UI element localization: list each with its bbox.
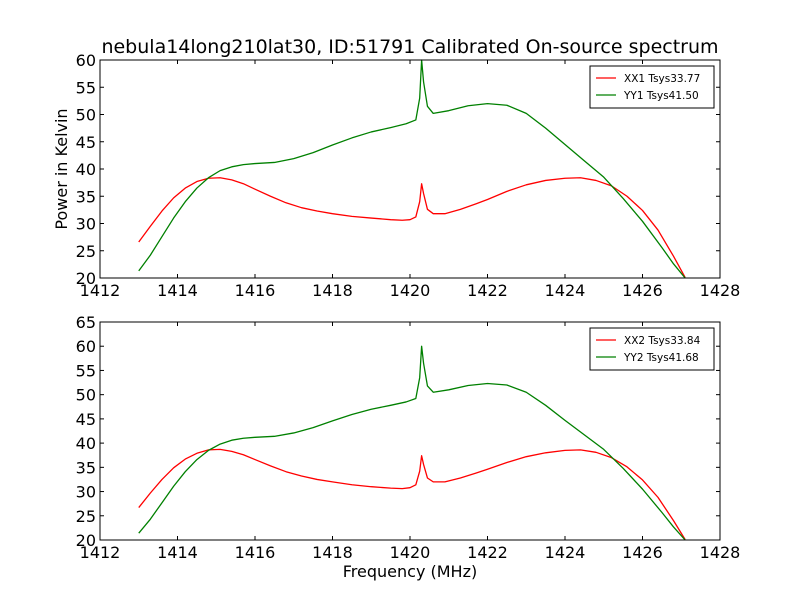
y-tick-label: 50: [76, 386, 96, 405]
y-tick-label: 30: [76, 483, 96, 502]
series-line-xx: [138, 448, 686, 540]
y-tick-label: 45: [76, 410, 96, 429]
y-tick-label: 45: [76, 133, 96, 152]
legend-entry: YY2 Tsys41.68: [623, 352, 699, 364]
x-tick-label: 1420: [390, 281, 431, 300]
x-tick-label: 1428: [700, 543, 741, 562]
y-tick-label: 40: [76, 434, 96, 453]
x-tick-label: 1414: [157, 281, 198, 300]
legend-entry: YY1 Tsys41.50: [623, 90, 699, 102]
x-tick-label: 1424: [545, 543, 586, 562]
legend-entry: XX2 Tsys33.84: [624, 335, 701, 347]
figure-title: nebula14long210lat30, ID:51791 Calibrate…: [101, 36, 718, 58]
x-tick-label: 1424: [545, 281, 586, 300]
y-tick-label: 60: [76, 337, 96, 356]
x-tick-label: 1422: [467, 281, 508, 300]
y-tick-label: 55: [76, 78, 96, 97]
x-tick-label: 1426: [622, 281, 663, 300]
y-tick-label: 30: [76, 215, 96, 234]
y-tick-label: 25: [76, 242, 96, 261]
x-tick-label: 1428: [700, 281, 741, 300]
y-tick-label: 60: [76, 51, 96, 70]
x-tick-label: 1422: [467, 543, 508, 562]
legend: XX2 Tsys33.84 YY2 Tsys41.68: [589, 327, 715, 371]
x-tick-label: 1418: [312, 281, 353, 300]
bottom-panel: 1412 1414 1416 1418 1420 1422 1424 1426 1428 20 25…: [76, 313, 741, 581]
y-tick-label: 20: [76, 531, 96, 550]
x-tick-label: 1418: [312, 543, 353, 562]
x-tick-label: 1420: [390, 543, 431, 562]
legend: XX1 Tsys33.77 YY1 Tsys41.50: [589, 65, 715, 109]
series-line-yy: [138, 345, 686, 541]
legend-entry: XX1 Tsys33.77: [624, 73, 700, 85]
x-tick-label: 1416: [235, 281, 276, 300]
x-tick-label: 1412: [80, 543, 121, 562]
y-tick-label: 20: [76, 269, 96, 288]
x-tick-label: 1414: [157, 543, 198, 562]
y-tick-label: 35: [76, 187, 96, 206]
x-axis-title: Frequency (MHz): [343, 562, 477, 581]
legend-box: [589, 65, 715, 109]
y-tick-label: 35: [76, 458, 96, 477]
x-tick-label: 1412: [80, 281, 121, 300]
x-tick-label: 1416: [235, 543, 276, 562]
y-tick-label: 40: [76, 160, 96, 179]
y-tick-label: 65: [76, 313, 96, 332]
top-panel: 1412 1414 1416 1418 1420 1422 1424 1426 1428 20 25…: [52, 51, 740, 300]
y-tick-label: 50: [76, 106, 96, 125]
legend-box: [589, 327, 715, 371]
series-line-xx: [138, 177, 686, 278]
y-tick-label: 25: [76, 507, 96, 526]
series-line-yy: [138, 59, 686, 279]
x-tick-label: 1426: [622, 543, 663, 562]
y-axis-title: Power in Kelvin: [52, 108, 71, 229]
y-tick-label: 55: [76, 361, 96, 380]
